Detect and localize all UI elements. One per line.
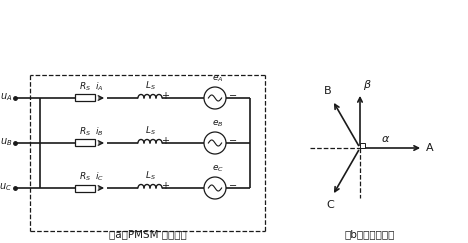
Text: $L_S$: $L_S$ — [145, 79, 155, 92]
Text: $L_S$: $L_S$ — [145, 124, 155, 137]
Text: β: β — [363, 80, 370, 90]
Bar — [75, 95, 95, 102]
Text: （b）空间矢量图: （b）空间矢量图 — [345, 229, 395, 239]
Text: $u_{C}$: $u_{C}$ — [0, 181, 12, 193]
Text: α: α — [381, 134, 389, 144]
Text: −: − — [229, 181, 237, 191]
Bar — [75, 139, 95, 147]
Text: $u_{A}$: $u_{A}$ — [0, 91, 12, 103]
Text: +: + — [161, 91, 169, 101]
Text: $i_{B}$: $i_{B}$ — [95, 125, 103, 138]
Text: $L_S$: $L_S$ — [145, 170, 155, 182]
Text: −: − — [229, 91, 237, 101]
Text: $e_{A}$: $e_{A}$ — [212, 73, 224, 84]
Text: −: − — [229, 136, 237, 146]
Text: $R_S$: $R_S$ — [79, 171, 91, 183]
Text: A: A — [426, 143, 434, 153]
Bar — [360, 143, 365, 148]
Text: $i_{A}$: $i_{A}$ — [95, 80, 103, 93]
Text: $u_{B}$: $u_{B}$ — [0, 136, 12, 148]
Text: B: B — [324, 86, 331, 96]
Text: $i_{C}$: $i_{C}$ — [95, 171, 103, 183]
Text: $e_{B}$: $e_{B}$ — [212, 119, 224, 129]
Bar — [75, 184, 95, 191]
Text: $R_S$: $R_S$ — [79, 80, 91, 93]
Text: $R_S$: $R_S$ — [79, 125, 91, 138]
Text: $e_{C}$: $e_{C}$ — [212, 164, 224, 174]
Text: C: C — [327, 200, 334, 210]
Text: +: + — [161, 136, 169, 146]
Text: （a）PMSM 等效电路: （a）PMSM 等效电路 — [109, 229, 187, 239]
Text: +: + — [161, 181, 169, 191]
